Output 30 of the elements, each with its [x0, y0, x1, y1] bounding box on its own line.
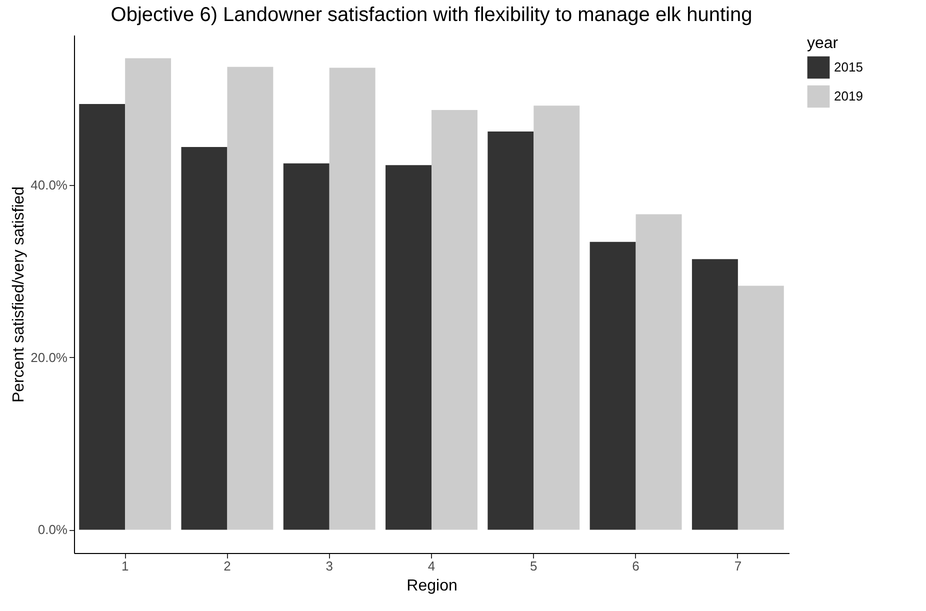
y-tick-label: 20.0% — [30, 350, 68, 365]
y-tick-label: 0.0% — [38, 522, 68, 538]
x-axis-title: Region — [406, 578, 458, 594]
x-tick-label: 7 — [734, 558, 742, 574]
bar — [386, 165, 432, 530]
bar — [738, 286, 784, 530]
x-tick-label: 1 — [121, 558, 129, 574]
y-axis-title: Percent satisfied/very satisfied — [10, 186, 28, 403]
bar — [227, 66, 274, 530]
legend-label: 2019 — [834, 88, 863, 104]
x-tick-label: 3 — [326, 558, 333, 574]
bar — [329, 68, 376, 530]
bar — [432, 110, 478, 530]
x-tick-label: 5 — [530, 558, 538, 574]
bar — [534, 106, 580, 530]
legend-title: year — [807, 35, 839, 52]
x-tick-label: 6 — [632, 558, 640, 574]
bar — [590, 242, 636, 530]
bar — [79, 104, 126, 530]
x-tick-label: 2 — [224, 558, 231, 574]
bar — [488, 132, 534, 530]
chart-title: Objective 6) Landowner satisfaction with flexibility to manage elk hunting — [110, 4, 752, 26]
bar — [692, 259, 738, 530]
bar — [125, 58, 172, 530]
bar — [636, 214, 682, 530]
bar — [283, 163, 330, 530]
legend-label: 2015 — [834, 60, 863, 74]
x-tick-label: 4 — [428, 558, 436, 574]
y-tick-label: 40.0% — [30, 177, 68, 192]
bar — [181, 147, 228, 530]
